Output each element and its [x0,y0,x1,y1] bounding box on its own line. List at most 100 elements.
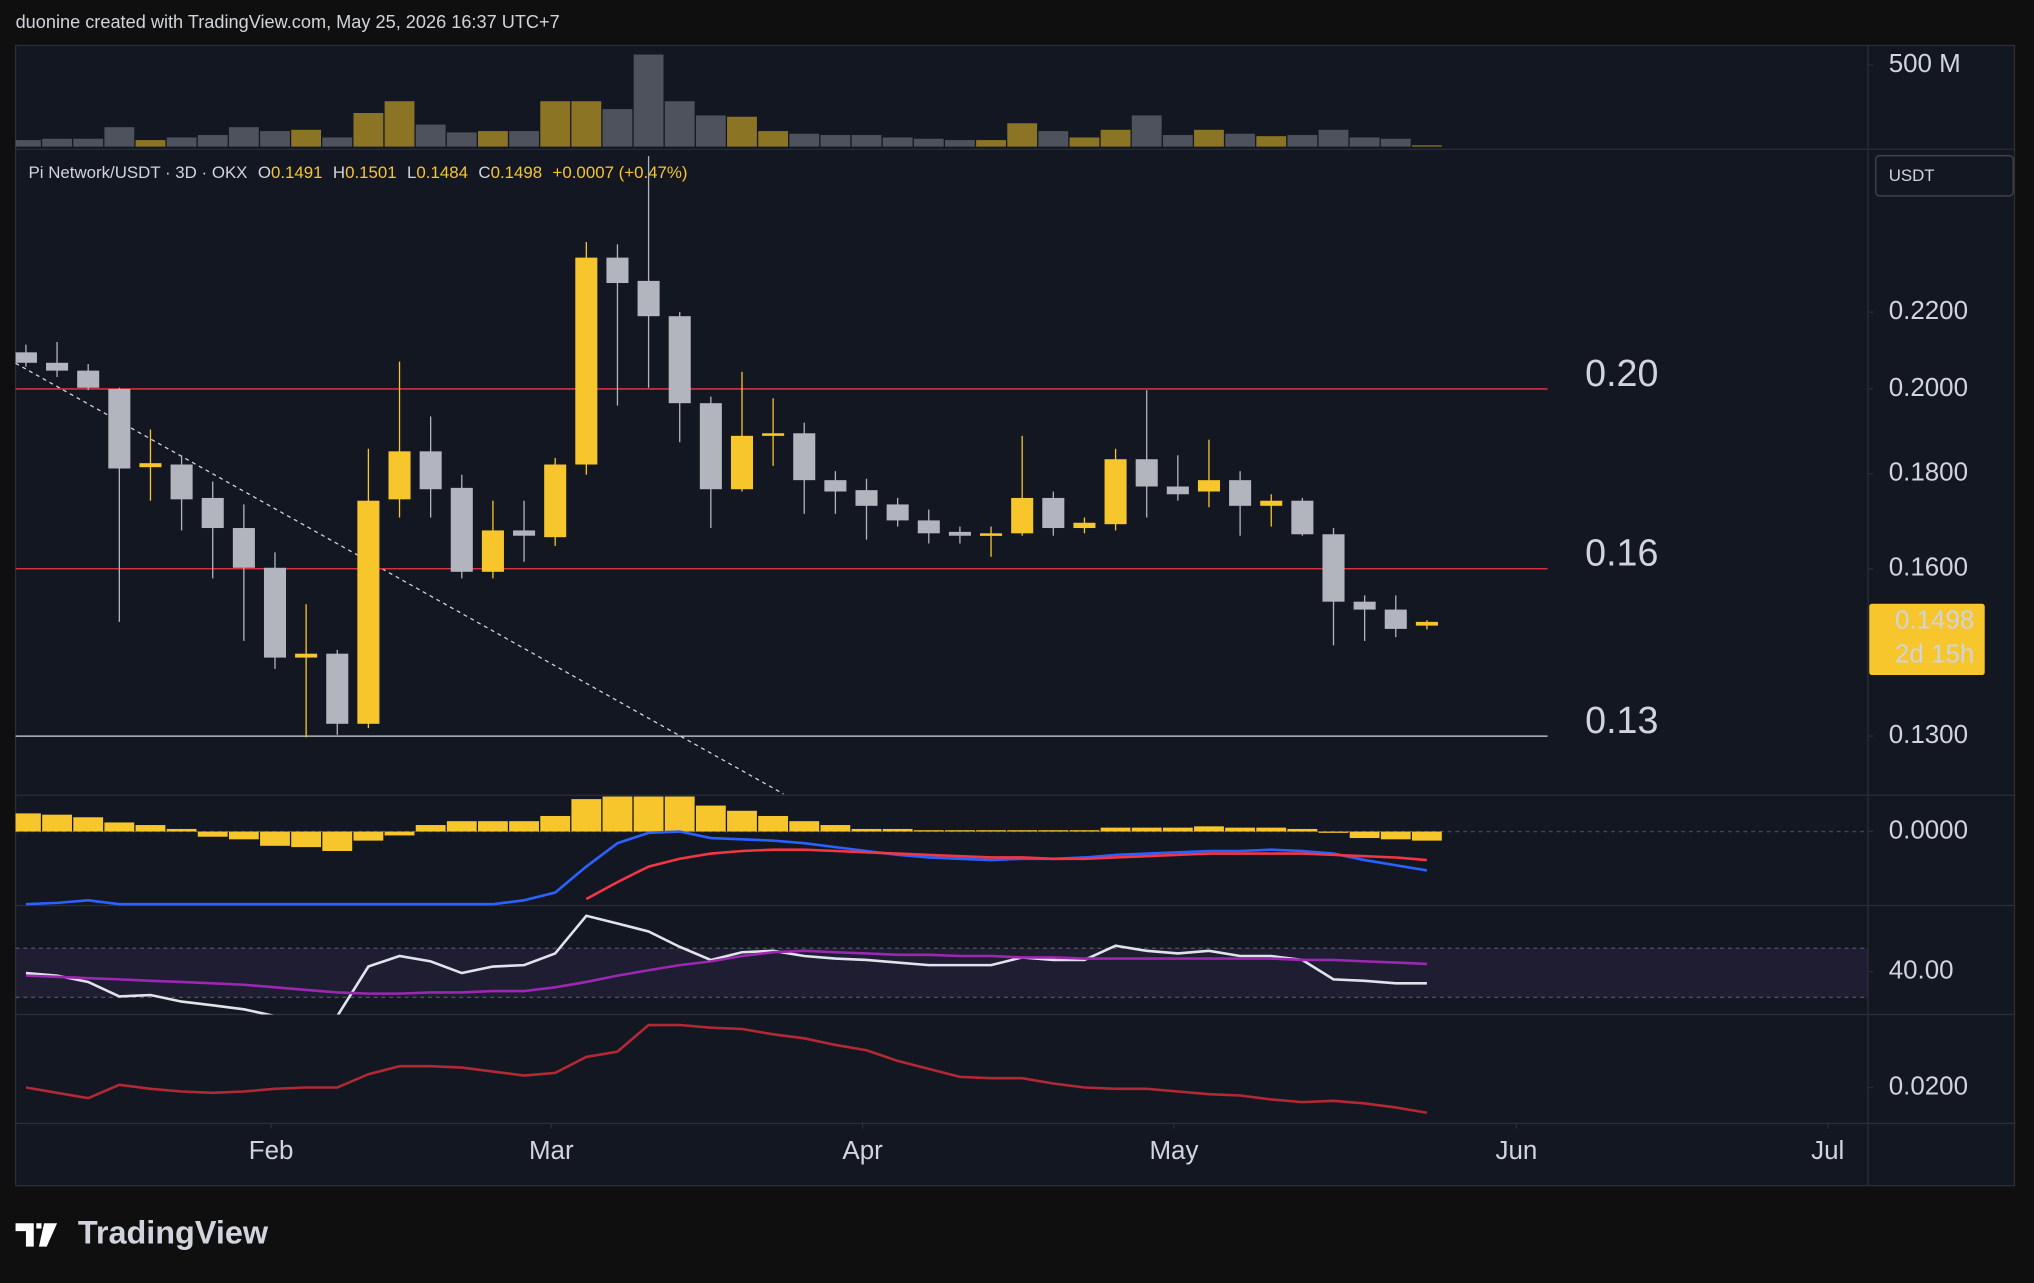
histogram-bar [913,830,944,832]
y-tick-label: 0.2200 [1889,297,1968,325]
histogram-bar [1131,827,1162,832]
candle-body [917,520,940,534]
histogram-bar [509,821,539,832]
volume-bar [1131,115,1162,147]
ohlc-value: 0.1484 [416,163,468,182]
series-line [25,949,1427,995]
candle-body [668,316,691,404]
histogram-bar [1100,827,1131,832]
candle-body [170,464,193,500]
volume-bar [197,135,228,147]
histogram-bar [478,821,508,832]
series-line [25,914,1427,1015]
histogram-bar [1162,827,1193,832]
histogram-bar [1038,830,1069,832]
candle-body [46,362,69,371]
histogram-bar [1069,830,1100,832]
volume-bar [1100,129,1131,147]
volume-bar [15,140,41,147]
candle-body [77,370,100,388]
candle-body [201,497,224,529]
volume-bar [633,54,664,147]
volume-bar [820,135,851,147]
histogram-bar [197,831,228,837]
x-tick-label: Feb [249,1137,294,1165]
histogram-bar [1349,831,1380,839]
x-tick-label: Jun [1495,1137,1537,1165]
attribution: duonine created with TradingView.com, Ma… [16,12,560,32]
candle-body [388,451,411,500]
series-line [585,848,1428,901]
trend-line [15,362,784,795]
volume-bar [478,131,508,147]
candle-body [855,490,878,506]
histogram-bar [820,825,851,832]
histogram-bar [602,796,633,832]
volume-bar [509,131,539,147]
ohlc-key: L [407,163,416,182]
candle-body [730,435,754,490]
candle-body [1384,609,1407,629]
volume-bar [789,133,820,147]
volume-bar [73,138,104,147]
candle-body [824,480,847,492]
histogram-bar [1007,830,1038,832]
last-price-box [1869,603,1985,676]
volume-bar [976,140,1006,147]
candle-body [1197,480,1221,492]
volume-bar [695,115,726,147]
candle-body [232,528,255,568]
volume-bar [1069,137,1100,147]
level-label: 0.13 [1585,699,1658,741]
volume-bar [42,138,72,147]
volume-bar [727,116,757,147]
change: +0.0007 (+0.47%) [553,163,688,182]
histogram-bar [322,831,353,851]
level-label: 0.16 [1585,532,1658,574]
logo-mark [15,1223,58,1247]
volume-bar [944,140,975,147]
histogram-bar [228,831,259,840]
candle-body [139,463,162,468]
histogram-bar [73,817,104,832]
histogram-bar [571,799,602,832]
histogram-bar [758,815,789,832]
countdown: 2d 15h [1895,640,1974,668]
volume-bar [446,132,477,147]
volume-bar [664,101,695,147]
volume-bar [1349,137,1380,147]
histogram-bar [1380,831,1411,840]
histogram-bar [446,821,477,832]
ohlc-value: 0.1491 [271,163,323,182]
volume-bar [571,101,602,147]
candle-body [481,530,504,572]
candle-body [450,487,473,572]
indicator [25,1023,1428,1115]
y-tick-label: 0.0000 [1889,816,1968,844]
histogram-bar [789,821,820,832]
x-tick-label: May [1149,1137,1198,1165]
volume-bar [166,137,197,147]
histogram-bar [166,828,197,832]
volume-bar [104,127,135,147]
volume-bar [913,138,944,147]
volume-bar [260,131,290,147]
candle-body [699,403,722,490]
ohlc-key: C [478,163,490,182]
histogram-bar [1287,828,1318,832]
y-tick-label: 0.2000 [1889,374,1968,402]
histogram-bar [1318,831,1349,833]
volume-bar [1287,135,1318,147]
symbol: Pi Network/USDT · 3D · OKX [29,163,248,182]
candle-body [1415,621,1438,626]
y-tick-label: 40.00 [1889,957,1954,985]
currency-badge[interactable] [1875,155,2014,197]
candle-body [15,352,37,363]
histogram-bar [1411,831,1442,841]
volume-bar [1256,136,1287,147]
series-line [25,830,1428,906]
legend: Pi Network/USDT · 3D · OKX O0.1491 H0.1501… [29,163,688,182]
y-tick-label: 0.1800 [1889,459,1968,487]
logo [15,1223,58,1247]
